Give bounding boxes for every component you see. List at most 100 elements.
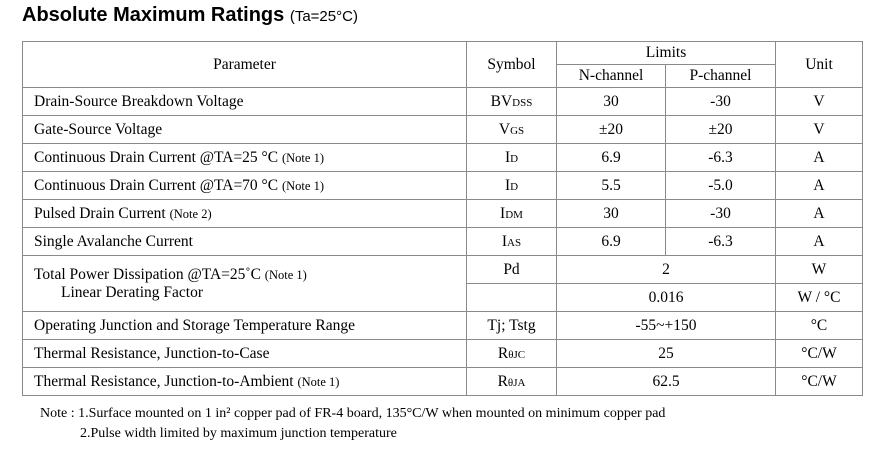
title-text: Absolute Maximum Ratings [22, 4, 285, 26]
symbol: I [500, 204, 506, 222]
n-channel-cell: 30 [556, 199, 666, 228]
symbol-subscript: D [510, 180, 519, 193]
table-row: Pulsed Drain Current (Note 2) IDM 30 -30 A [22, 199, 863, 228]
symbol-subscript: DM [505, 208, 523, 221]
parameter-line: Drain-Source Breakdown Voltage [34, 93, 466, 111]
symbol-subscript: θJA [507, 376, 526, 389]
parameter: Continuous Drain Current @TA=70 °C [34, 176, 279, 194]
value-cell: 62.5 [556, 367, 776, 396]
parameter: Drain-Source Breakdown Voltage [34, 92, 244, 110]
parameter-line: Thermal Resistance, Junction-to-Case [34, 345, 466, 363]
note-item: 1.Surface mounted on 1 in² copper pad of… [78, 406, 666, 421]
p-channel-cell: -6.3 [665, 143, 776, 172]
parameter-cell: Thermal Resistance, Junction-to-Ambient … [22, 367, 467, 396]
parameter: Gate-Source Voltage [34, 120, 163, 138]
value-cell: 0.016 [556, 283, 776, 312]
note-ref: (Note 1) [297, 374, 340, 389]
note-label: Note : [40, 406, 75, 421]
parameter-cell: Single Avalanche Current [22, 227, 467, 256]
symbol-cell: IDM [466, 199, 557, 228]
unit-cell: °C [775, 311, 863, 340]
table-row: Continuous Drain Current @TA=70 °C (Note… [22, 171, 863, 200]
value-cell: 25 [556, 339, 776, 368]
unit-cell: A [775, 199, 863, 228]
symbol-subscript: D [510, 152, 519, 165]
symbol: Pd [503, 260, 520, 278]
note-ref: (Note 1) [264, 267, 307, 282]
table-row: Single Avalanche Current IAS 6.9 -6.3 A [22, 227, 863, 256]
symbol-cell: BVDSS [466, 87, 557, 116]
value-cell: -55~+150 [556, 311, 776, 340]
n-channel-cell: 6.9 [556, 143, 666, 172]
p-channel-cell: ±20 [665, 115, 776, 144]
unit-cell: W [775, 255, 863, 284]
symbol-subscript: AS [507, 236, 522, 249]
symbol-cell: Tj; Tstg [466, 311, 557, 340]
n-channel-cell: 6.9 [556, 227, 666, 256]
p-channel-cell: -6.3 [665, 227, 776, 256]
symbol-subscript: θJC [508, 348, 526, 361]
symbol-subscript: DSS [512, 96, 533, 109]
parameter: Single Avalanche Current [34, 232, 193, 250]
unit-cell: A [775, 171, 863, 200]
unit-cell: °C/W [775, 367, 863, 396]
unit-cell: A [775, 227, 863, 256]
parameter-cell: Continuous Drain Current @TA=70 °C (Note… [22, 171, 467, 200]
parameter: Continuous Drain Current @TA=25 °C [34, 148, 279, 166]
symbol: I [504, 148, 511, 166]
symbol-subscript: GS [510, 124, 525, 137]
parameter-cell: Total Power Dissipation @TA=25˚C (Note 1… [22, 255, 467, 312]
value-cell: 2 [556, 255, 776, 284]
parameter-cell: Operating Junction and Storage Temperatu… [22, 311, 467, 340]
parameter-cell: Drain-Source Breakdown Voltage [22, 87, 467, 116]
table-row: Continuous Drain Current @TA=25 °C (Note… [22, 143, 863, 172]
symbol: BV [490, 92, 513, 110]
title-condition: (Ta=25°C) [289, 8, 358, 25]
parameter-line: Single Avalanche Current [34, 233, 466, 251]
p-channel-cell: -30 [665, 199, 776, 228]
table-row: Thermal Resistance, Junction-to-Ambient … [22, 367, 863, 396]
parameter: Total Power Dissipation @TA=25˚C [34, 265, 261, 283]
parameter: Operating Junction and Storage Temperatu… [34, 316, 356, 334]
symbol-cell [466, 283, 557, 312]
parameter-line: Continuous Drain Current @TA=70 °C (Note… [34, 177, 466, 195]
parameter-cell: Thermal Resistance, Junction-to-Case [22, 339, 467, 368]
parameter: Thermal Resistance, Junction-to-Ambient [34, 372, 294, 390]
header-cell: P-channel [665, 64, 776, 88]
unit-cell: V [775, 87, 863, 116]
table-row: Gate-Source Voltage VGS ±20 ±20 V [22, 115, 863, 144]
n-channel-cell: 30 [556, 87, 666, 116]
p-channel-cell: -5.0 [665, 171, 776, 200]
parameter-line: Continuous Drain Current @TA=25 °C (Note… [34, 149, 466, 167]
symbol-cell: IAS [466, 227, 557, 256]
note-ref: (Note 1) [281, 150, 324, 165]
header-cell: Parameter [22, 41, 467, 88]
unit-cell: V [775, 115, 863, 144]
symbol: I [501, 232, 508, 250]
note-item: 2.Pulse width limited by maximum junctio… [80, 426, 397, 441]
table-row: Total Power Dissipation @TA=25˚C (Note 1… [22, 255, 863, 312]
unit-cell: °C/W [775, 339, 863, 368]
symbol: R [497, 372, 508, 390]
table-row: Operating Junction and Storage Temperatu… [22, 311, 863, 340]
parameter-cell: Gate-Source Voltage [22, 115, 467, 144]
parameter-cell: Pulsed Drain Current (Note 2) [22, 199, 467, 228]
title: Absolute Maximum Ratings (Ta=25°C) [22, 4, 358, 27]
sub-parameter: Linear Derating Factor [61, 283, 204, 301]
symbol-cell: RθJC [466, 339, 557, 368]
parameter-cell: Continuous Drain Current @TA=25 °C (Note… [22, 143, 467, 172]
table-row: Thermal Resistance, Junction-to-Case RθJC… [22, 339, 863, 368]
n-channel-cell: ±20 [556, 115, 666, 144]
p-channel-cell: -30 [665, 87, 776, 116]
parameter-line: Thermal Resistance, Junction-to-Ambient … [34, 373, 466, 391]
symbol-cell: VGS [466, 115, 557, 144]
header-cell: Unit [775, 41, 863, 88]
notes: Note : 1.Surface mounted on 1 in² copper… [40, 404, 665, 444]
table-row: Drain-Source Breakdown Voltage BVDSS 30 -30… [22, 87, 863, 116]
symbol-cell: ID [466, 171, 557, 200]
symbol-cell: RθJA [466, 367, 557, 396]
n-channel-cell: 5.5 [556, 171, 666, 200]
symbol: I [504, 176, 511, 194]
symbol: Tj; Tstg [487, 316, 536, 334]
symbol-cell: Pd [466, 255, 557, 284]
